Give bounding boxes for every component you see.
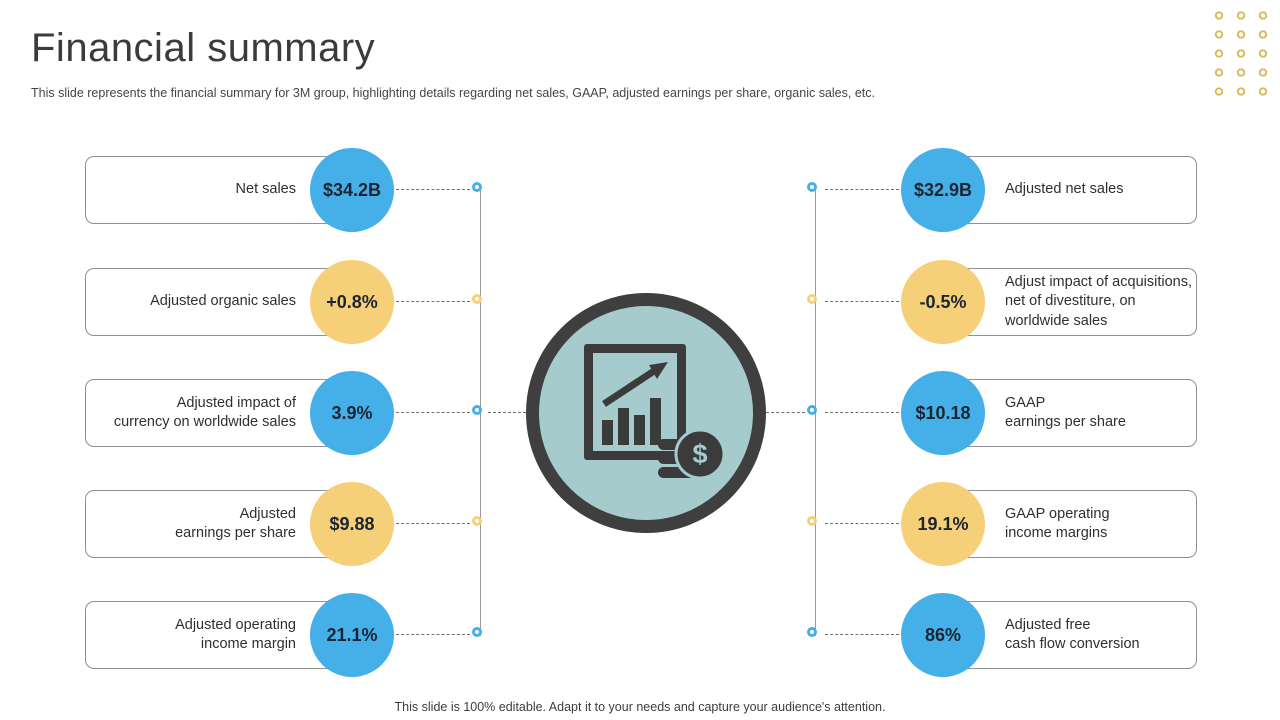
corner-dots-decoration [1208,6,1274,101]
metric-value-badge: $34.2B [310,148,394,232]
metric-value: $10.18 [915,402,971,423]
metric-label: Adjusted earnings per share [175,505,296,541]
connector-dash [825,301,899,302]
metric-row: Adjusted free cash flow conversion 86% [0,593,1280,677]
connector-dash [396,634,470,635]
metric-value: 3.9% [331,402,373,423]
metric-label: GAAP earnings per share [1005,394,1126,430]
metric-box: Adjusted impact of currency on worldwide… [85,379,341,447]
connector-node [807,294,817,304]
metric-box: Net sales [85,156,341,224]
metric-value: 19.1% [917,513,969,534]
metric-value: 21.1% [326,624,378,645]
metric-value-badge: -0.5% [901,260,985,344]
connector-node [807,627,817,637]
dollar-glyph: $ [692,439,707,469]
metric-row: Net sales $34.2B [0,148,1280,232]
bar-chart-coins-icon: $ [584,344,726,480]
metric-value-badge: $32.9B [901,148,985,232]
connector-dash [825,523,899,524]
metric-row: Adjust impact of acquisitions, net of di… [0,260,1280,344]
metric-value: -0.5% [919,291,967,312]
connector-node [807,182,817,192]
metric-value: +0.8% [326,291,378,312]
metric-value-badge: $10.18 [901,371,985,455]
metric-row: Adjusted earnings per share $9.88 [0,482,1280,566]
slide-subtitle: This slide represents the financial summ… [31,86,875,100]
metric-label: Adjust impact of acquisitions, net of di… [1005,274,1192,329]
connector-dash [825,412,899,413]
metric-label: Adjusted organic sales [150,293,296,310]
connector-node [807,405,817,415]
metric-box: Adjusted operating income margin [85,601,341,669]
center-emblem: $ [526,293,766,533]
connector-dash [396,301,470,302]
footer-note: This slide is 100% editable. Adapt it to… [394,700,886,714]
metric-label: Adjusted operating income margin [175,616,296,652]
center-connector-dash [488,412,526,413]
connector-node [472,294,482,304]
metric-label: GAAP operating income margins [1005,505,1110,541]
connector-node [472,516,482,526]
metric-value-badge: $9.88 [310,482,394,566]
metric-label: Net sales [235,181,296,198]
metric-box: Adjusted earnings per share [85,490,341,558]
metric-box: Adjusted organic sales [85,268,341,336]
metric-value-badge: 21.1% [310,593,394,677]
metric-row: Adjusted net sales $32.9B [0,148,1280,232]
metric-value: $9.88 [329,513,375,534]
page-title: Financial summary [31,26,376,70]
metric-value: $34.2B [322,179,382,200]
metric-label: Adjusted net sales [1005,181,1124,198]
metric-value: 86% [924,624,962,645]
connector-dash [396,189,470,190]
metric-value-badge: 3.9% [310,371,394,455]
metric-label: Adjusted impact of currency on worldwide… [113,394,296,430]
connector-node [807,516,817,526]
metric-row: Adjusted operating income margin 21.1% [0,593,1280,677]
metric-row: GAAP earnings per share $10.18 [0,371,1280,455]
metric-value-badge: +0.8% [310,260,394,344]
metric-value-badge: 86% [901,593,985,677]
connector-dash [825,634,899,635]
connector-dash [825,189,899,190]
center-connector-dash [766,412,805,413]
connector-node [472,405,482,415]
metric-row: GAAP operating income margins 19.1% [0,482,1280,566]
connector-dash [396,523,470,524]
metric-row: Adjusted organic sales +0.8% [0,260,1280,344]
metric-row: Adjusted impact of currency on worldwide… [0,371,1280,455]
connector-dash [396,412,470,413]
metric-label: Adjusted free cash flow conversion [1005,616,1140,652]
metric-value-badge: 19.1% [901,482,985,566]
connector-node [472,627,482,637]
metric-value: $32.9B [913,179,973,200]
connector-node [472,182,482,192]
